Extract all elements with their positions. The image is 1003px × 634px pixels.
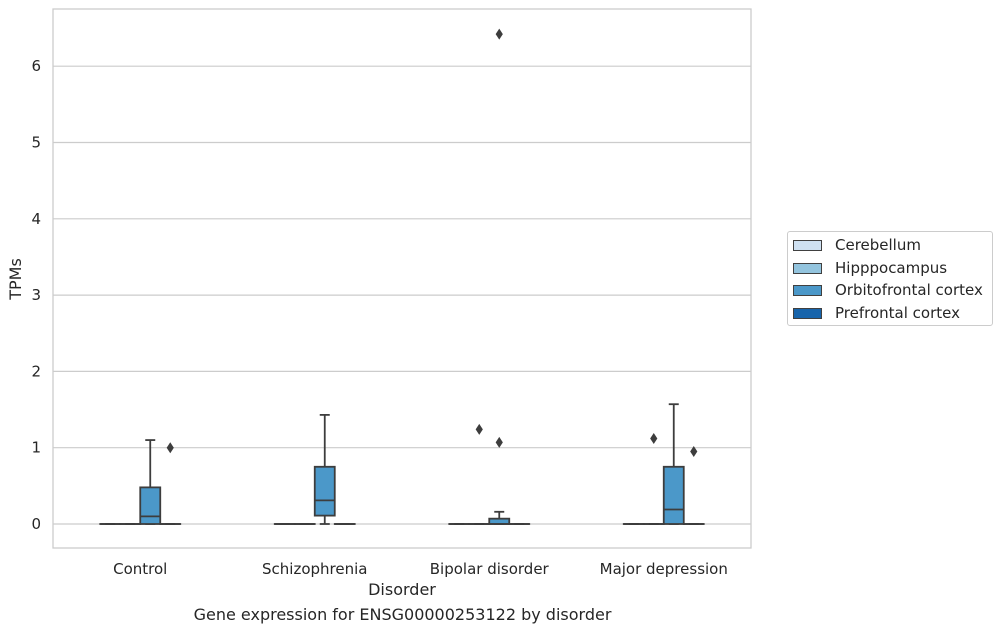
y-tick-label: 3	[31, 286, 41, 304]
x-tick-label: Schizophrenia	[262, 560, 367, 578]
chart-caption: Gene expression for ENSG00000253122 by d…	[193, 605, 612, 624]
box-body	[139, 486, 162, 525]
legend-label: Hipppocampus	[835, 259, 948, 277]
y-tick-label: 5	[31, 134, 41, 152]
box-prefrontal-cortex	[682, 446, 705, 525]
x-tick-label: Control	[113, 560, 167, 578]
outlier-point	[495, 436, 503, 448]
y-tick-label: 4	[31, 210, 41, 228]
legend-item-hippocampus: Hipppocampus	[793, 259, 947, 277]
box-plot-series	[99, 28, 705, 525]
legend-label: Prefrontal cortex	[835, 304, 960, 322]
x-axis-ticks: Control Schizophrenia Bipolar disorder Majo…	[113, 560, 728, 578]
y-tick-label: 2	[31, 362, 41, 380]
box-body	[313, 465, 336, 517]
legend-item-prefrontal-cortex: Prefrontal cortex	[793, 304, 960, 322]
plot-frame	[52, 8, 752, 549]
legend-swatch	[793, 307, 822, 319]
legend-item-orbitofrontal-cortex: Orbitofrontal cortex	[793, 281, 983, 299]
x-axis-title: Disorder	[368, 580, 436, 599]
outlier-point	[475, 423, 483, 435]
box-prefrontal-cortex	[159, 442, 182, 525]
box-orbitofrontal-cortex	[488, 28, 511, 525]
box-orbitofrontal-cortex	[139, 439, 162, 525]
legend-swatch	[793, 284, 822, 296]
outlier-point	[650, 433, 658, 445]
legend-swatch	[793, 239, 822, 251]
y-tick-label: 6	[31, 57, 41, 75]
legend: Cerebellum Hipppocampus Orbitofrontal co…	[787, 231, 993, 326]
y-axis-ticks: 0 1 2 3 4 5 6	[31, 57, 41, 533]
legend-label: Cerebellum	[835, 236, 921, 254]
outlier-point	[690, 446, 698, 458]
y-tick-label: 0	[31, 515, 41, 533]
box-orbitofrontal-cortex	[313, 413, 336, 525]
x-tick-label: Bipolar disorder	[430, 560, 550, 578]
legend-label: Orbitofrontal cortex	[835, 281, 983, 299]
grid-lines	[53, 65, 751, 525]
outlier-point	[166, 442, 174, 454]
x-tick-label: Major depression	[600, 560, 728, 578]
y-axis-title: TPMs	[6, 258, 25, 301]
legend-swatch	[793, 262, 822, 274]
outlier-point	[495, 28, 503, 40]
box-body	[662, 465, 685, 525]
box-orbitofrontal-cortex	[662, 403, 685, 525]
legend-item-cerebellum: Cerebellum	[793, 236, 921, 254]
y-tick-label: 1	[31, 439, 41, 457]
